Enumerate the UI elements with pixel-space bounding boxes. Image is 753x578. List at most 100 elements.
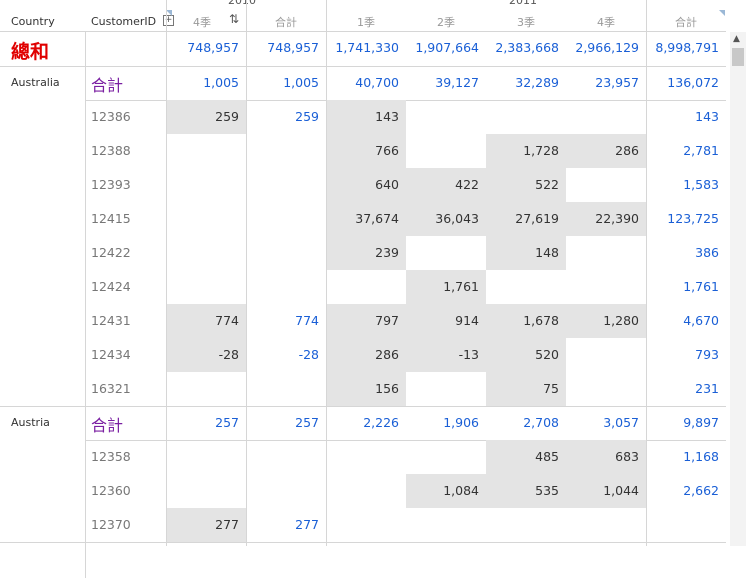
scroll-up-icon[interactable]: ▲	[733, 34, 740, 44]
table-cell[interactable]: -13	[458, 347, 479, 362]
table-cell[interactable]: 286	[615, 143, 639, 158]
table-cell[interactable]: 277	[295, 517, 319, 532]
table-cell[interactable]: 239	[375, 245, 399, 260]
table-cell[interactable]: 1,044	[603, 483, 639, 498]
table-cell[interactable]: 485	[535, 449, 559, 464]
customerid-header[interactable]: CustomerID	[91, 15, 157, 28]
table-cell[interactable]: 257	[295, 415, 319, 430]
table-cell[interactable]: 8,998,791	[655, 40, 719, 55]
table-cell[interactable]: 259	[295, 109, 319, 124]
customer-id[interactable]: 12358	[91, 449, 131, 464]
table-cell[interactable]: 1,084	[443, 483, 479, 498]
table-cell[interactable]: 22,390	[595, 211, 639, 226]
table-cell[interactable]: 774	[295, 313, 319, 328]
table-cell[interactable]: 1,005	[283, 75, 319, 90]
table-cell[interactable]: 259	[215, 109, 239, 124]
customer-id[interactable]: 12388	[91, 143, 131, 158]
table-cell[interactable]: 914	[455, 313, 479, 328]
table-cell[interactable]: 37,674	[355, 211, 399, 226]
shaded-cell	[486, 372, 566, 406]
table-cell[interactable]: 156	[375, 381, 399, 396]
table-cell[interactable]: 520	[535, 347, 559, 362]
table-cell[interactable]: 1,761	[443, 279, 479, 294]
customer-id[interactable]: 12422	[91, 245, 131, 260]
table-cell[interactable]: 1,906	[443, 415, 479, 430]
table-cell[interactable]: 640	[375, 177, 399, 192]
table-cell[interactable]: 1,907,664	[415, 40, 479, 55]
table-cell[interactable]: 1,761	[683, 279, 719, 294]
quarter-header[interactable]: 2季	[437, 16, 455, 29]
customer-id[interactable]: 12431	[91, 313, 131, 328]
table-cell[interactable]: 148	[535, 245, 559, 260]
country-label[interactable]: Australia	[11, 76, 60, 89]
table-cell[interactable]: -28	[218, 347, 239, 362]
table-cell[interactable]: 386	[695, 245, 719, 260]
table-cell[interactable]: 4,670	[683, 313, 719, 328]
table-cell[interactable]: 2,226	[363, 415, 399, 430]
quarter-header[interactable]: 1季	[357, 16, 375, 29]
table-cell[interactable]: 1,678	[523, 313, 559, 328]
table-cell[interactable]: 277	[215, 517, 239, 532]
table-cell[interactable]: 797	[375, 313, 399, 328]
table-cell[interactable]: 286	[375, 347, 399, 362]
table-cell[interactable]: 774	[215, 313, 239, 328]
quarter-header[interactable]: 3季	[517, 16, 535, 29]
shaded-cell	[166, 338, 246, 372]
table-cell[interactable]: 27,619	[515, 211, 559, 226]
vertical-scrollbar[interactable]: ▲	[730, 32, 746, 546]
table-cell[interactable]: 793	[695, 347, 719, 362]
customer-id[interactable]: 12424	[91, 279, 131, 294]
table-cell[interactable]: 231	[695, 381, 719, 396]
table-cell[interactable]: 3,057	[603, 415, 639, 430]
quarter-header[interactable]: 4季	[193, 16, 211, 29]
table-cell[interactable]: 1,583	[683, 177, 719, 192]
quarter-header[interactable]: 合計	[675, 16, 697, 29]
table-cell[interactable]: 2,708	[523, 415, 559, 430]
table-cell[interactable]: 1,168	[683, 449, 719, 464]
table-cell[interactable]: 123,725	[667, 211, 719, 226]
table-cell[interactable]: 422	[455, 177, 479, 192]
table-cell[interactable]: 39,127	[435, 75, 479, 90]
table-cell[interactable]: 748,957	[267, 40, 319, 55]
table-cell[interactable]: 748,957	[187, 40, 239, 55]
table-cell[interactable]: 1,005	[203, 75, 239, 90]
customer-id[interactable]: 12415	[91, 211, 131, 226]
customer-id[interactable]: 12393	[91, 177, 131, 192]
customer-id[interactable]: 12360	[91, 483, 131, 498]
table-cell[interactable]: -28	[298, 347, 319, 362]
table-cell[interactable]: 766	[375, 143, 399, 158]
quarter-header[interactable]: 4季	[597, 16, 615, 29]
table-cell[interactable]: 522	[535, 177, 559, 192]
country-label[interactable]: Austria	[11, 416, 50, 429]
shaded-cell	[486, 134, 566, 168]
table-cell[interactable]: 2,662	[683, 483, 719, 498]
table-cell[interactable]: 2,966,129	[575, 40, 639, 55]
year-2010-header: 2010	[228, 0, 256, 7]
table-cell[interactable]: 1,741,330	[335, 40, 399, 55]
table-cell[interactable]: 9,897	[683, 415, 719, 430]
customer-id[interactable]: 12370	[91, 517, 131, 532]
table-cell[interactable]: 683	[615, 449, 639, 464]
table-cell[interactable]: 535	[535, 483, 559, 498]
table-cell[interactable]: 136,072	[667, 75, 719, 90]
table-cell[interactable]: 1,280	[603, 313, 639, 328]
shaded-cell	[326, 202, 406, 236]
sort-icon[interactable]: ⇅	[229, 12, 240, 26]
quarter-header[interactable]: 合計	[275, 16, 297, 29]
table-cell[interactable]: 143	[695, 109, 719, 124]
customer-id[interactable]: 12434	[91, 347, 131, 362]
table-cell[interactable]: 75	[543, 381, 559, 396]
customer-id[interactable]: 16321	[91, 381, 131, 396]
table-cell[interactable]: 143	[375, 109, 399, 124]
table-cell[interactable]: 2,781	[683, 143, 719, 158]
table-cell[interactable]: 1,728	[523, 143, 559, 158]
scroll-thumb[interactable]	[732, 48, 744, 66]
table-cell[interactable]: 40,700	[355, 75, 399, 90]
country-header[interactable]: Country	[11, 15, 55, 28]
table-cell[interactable]: 36,043	[435, 211, 479, 226]
table-cell[interactable]: 2,383,668	[495, 40, 559, 55]
table-cell[interactable]: 257	[215, 415, 239, 430]
customer-id[interactable]: 12386	[91, 109, 131, 124]
table-cell[interactable]: 23,957	[595, 75, 639, 90]
table-cell[interactable]: 32,289	[515, 75, 559, 90]
